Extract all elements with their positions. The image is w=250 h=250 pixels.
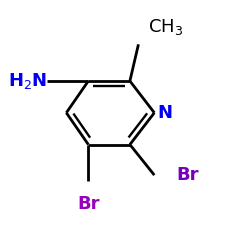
Text: Br: Br — [77, 196, 100, 214]
Text: Br: Br — [176, 166, 199, 184]
Text: H$_2$N: H$_2$N — [8, 71, 47, 91]
Text: CH$_3$: CH$_3$ — [148, 17, 184, 37]
Text: N: N — [158, 104, 173, 122]
